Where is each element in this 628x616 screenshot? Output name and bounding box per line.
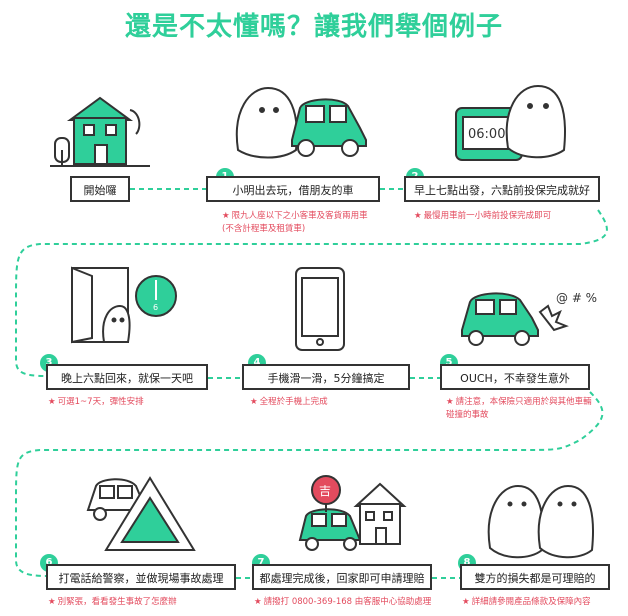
start-box: 開始囉	[70, 176, 130, 202]
clock-time: 06:00	[468, 127, 505, 142]
phone-icon	[295, 267, 345, 351]
clock-icon: 06:00	[455, 107, 523, 161]
step-note: ★ 請撥打 0800-369-168 由客服中心協助處理	[254, 597, 432, 607]
house-icon	[353, 482, 407, 545]
bubble-text: 吉	[319, 484, 331, 498]
step-note: ★ 別緊張，看看發生事故了怎麼辦	[48, 597, 177, 607]
step-label: 小明出去玩，借朋友的車	[206, 176, 380, 202]
step-label: 雙方的損失都是可理賠的	[460, 564, 610, 590]
warning-triangle-icon	[104, 476, 196, 551]
step-label: 都處理完成後，回家即可申請理賠	[252, 564, 432, 590]
step-label: 早上七點出發，六點前投保完成就好	[404, 176, 600, 202]
ghost-icon	[505, 84, 566, 159]
page-title: 還是不太懂嗎？讓我們舉個例子	[124, 12, 503, 42]
ghost-icon	[487, 484, 544, 559]
step-note: ★ 請注意，本保險只適用於與其他車輛碰撞的事故	[446, 397, 592, 420]
step-note: ★ 詳細請參閱產品條款及保障內容	[462, 597, 591, 607]
car-icon: @ # %	[461, 291, 597, 346]
flow-connector	[15, 188, 608, 579]
step-label: 打電話給警察，並做現場事故處理	[46, 564, 236, 590]
car-icon: 吉	[298, 475, 362, 551]
step-note: ★ 可選1~7天，彈性安排	[48, 397, 144, 407]
car-icon	[291, 98, 367, 157]
step-note: ★ 全程於手機上完成	[250, 397, 328, 407]
door-icon: 6	[71, 266, 177, 344]
ghost-icon	[537, 484, 594, 559]
step-note: ★ 最慢用車前一小時前投保完成即可	[414, 211, 552, 221]
step-label: 手機滑一滑，5分鐘搞定	[242, 364, 410, 390]
step-note: ★ 限九人座以下之小客車及客貨兩用車 (不含計程車及租賃車)	[222, 211, 368, 234]
house-icon	[50, 96, 150, 167]
ghost-icon	[235, 86, 298, 159]
step-label: OUCH，不幸發生意外	[440, 364, 590, 390]
step-label: 晚上六點回來，就保一天吧	[46, 364, 208, 390]
svg-text:@ # %: @ # %	[556, 291, 597, 305]
door-sign: 6	[153, 303, 158, 312]
